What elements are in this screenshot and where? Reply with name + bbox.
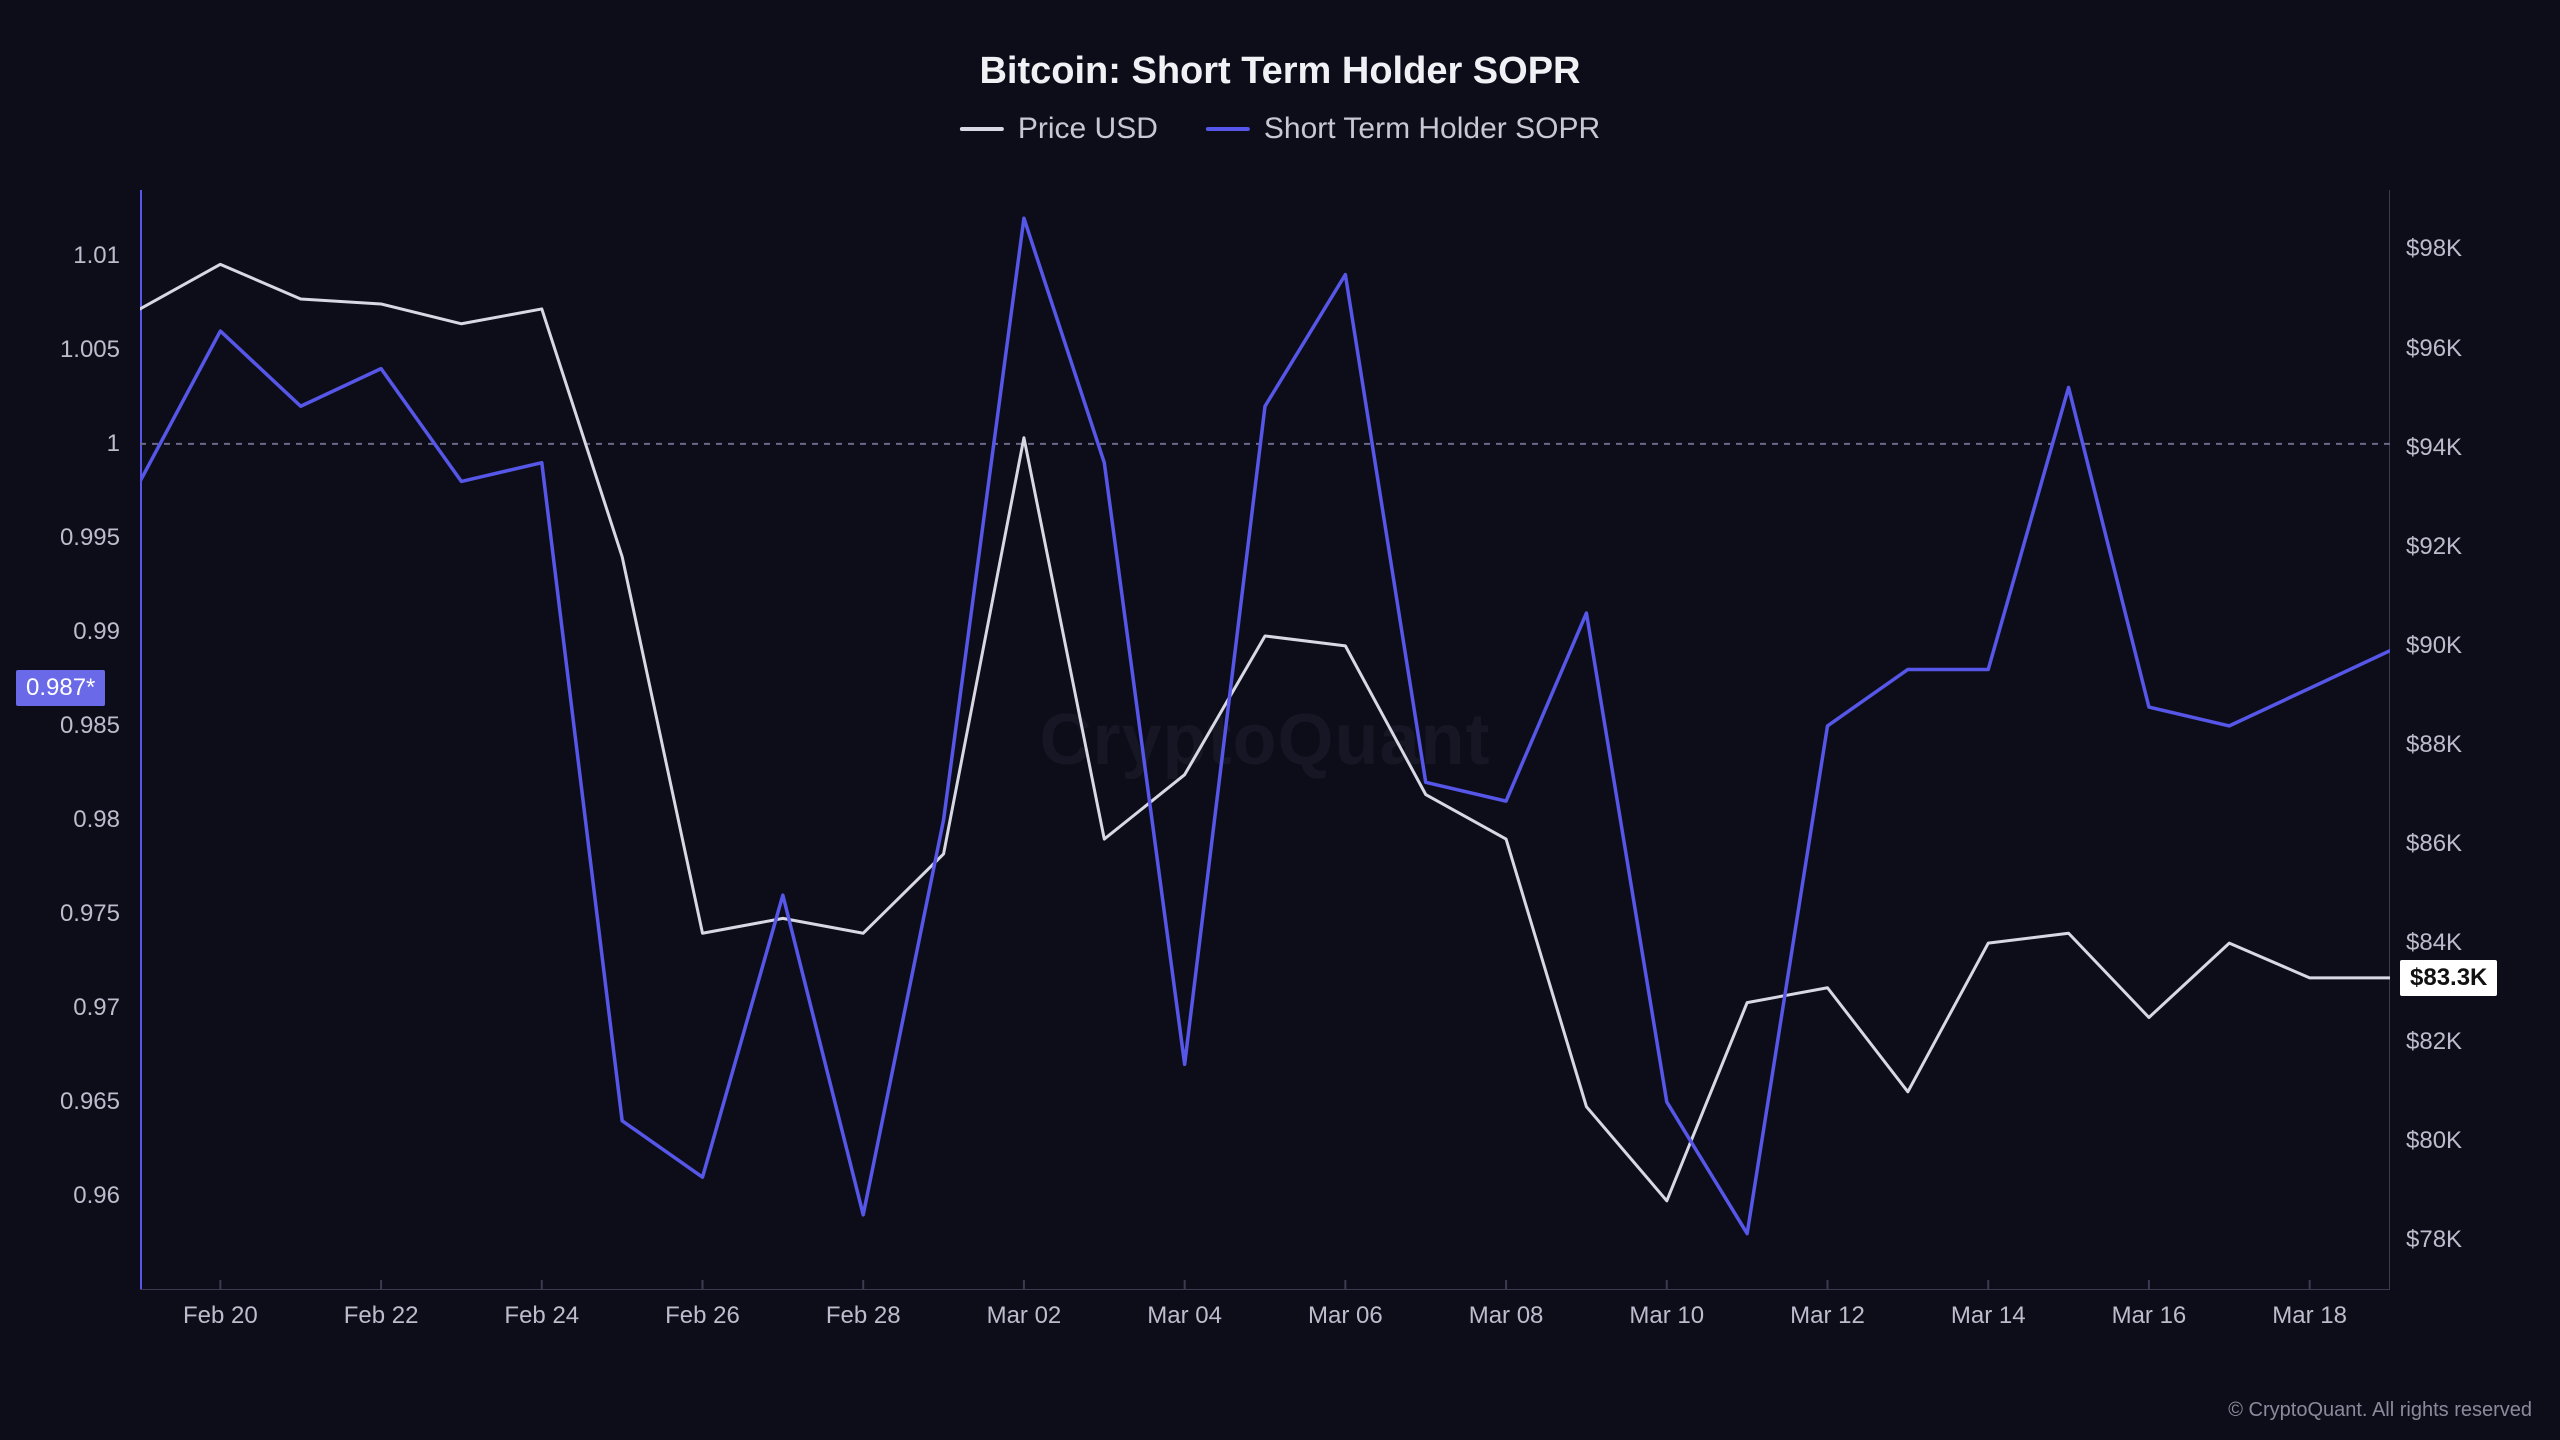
y-right-tick-label: $90K [2406, 632, 2462, 660]
y-left-tick-label: 1.005 [10, 336, 120, 364]
x-tick-label: Mar 12 [1790, 1302, 1865, 1330]
x-tick-label: Mar 06 [1308, 1302, 1383, 1330]
y-right-tick-label: $82K [2406, 1028, 2462, 1056]
x-tick-label: Mar 08 [1469, 1302, 1544, 1330]
x-tick-label: Mar 02 [987, 1302, 1062, 1330]
current-price-badge: $83.3K [2400, 960, 2497, 996]
legend-swatch-price [960, 127, 1004, 131]
y-left-tick-label: 0.99 [10, 618, 120, 646]
y-right-tick-label: $92K [2406, 533, 2462, 561]
x-tick-label: Feb 26 [665, 1302, 740, 1330]
x-tick-label: Mar 10 [1629, 1302, 1704, 1330]
y-left-tick-label: 0.96 [10, 1182, 120, 1210]
legend-item-price: Price USD [960, 112, 1158, 146]
y-right-tick-label: $80K [2406, 1127, 2462, 1155]
y-left-tick-label: 0.97 [10, 994, 120, 1022]
y-left-tick-label: 0.985 [10, 712, 120, 740]
x-tick-label: Mar 14 [1951, 1302, 2026, 1330]
x-tick-label: Feb 24 [504, 1302, 579, 1330]
legend: Price USD Short Term Holder SOPR [960, 112, 1600, 146]
y-left-tick-label: 0.995 [10, 524, 120, 552]
x-tick-label: Feb 20 [183, 1302, 258, 1330]
legend-swatch-sopr [1206, 127, 1250, 131]
x-tick-label: Mar 18 [2272, 1302, 2347, 1330]
y-left-tick-label: 1.01 [10, 242, 120, 270]
attribution: © CryptoQuant. All rights reserved [2228, 1399, 2532, 1422]
x-tick-label: Feb 22 [344, 1302, 419, 1330]
legend-item-sopr: Short Term Holder SOPR [1206, 112, 1600, 146]
x-tick-label: Feb 28 [826, 1302, 901, 1330]
y-right-tick-label: $78K [2406, 1226, 2462, 1254]
y-left-tick-label: 0.98 [10, 806, 120, 834]
y-right-tick-label: $88K [2406, 731, 2462, 759]
y-left-tick-label: 0.975 [10, 900, 120, 928]
y-right-tick-label: $96K [2406, 335, 2462, 363]
chart-container: Bitcoin: Short Term Holder SOPR Price US… [0, 0, 2560, 1440]
y-left-tick-label: 1 [10, 430, 120, 458]
y-left-tick-label: 0.965 [10, 1088, 120, 1116]
plot-area: CryptoQuant 0.960.9650.970.9750.980.9850… [140, 190, 2390, 1290]
x-tick-label: Mar 04 [1147, 1302, 1222, 1330]
y-right-tick-label: $94K [2406, 434, 2462, 462]
legend-label-sopr: Short Term Holder SOPR [1264, 112, 1600, 146]
y-right-tick-label: $84K [2406, 929, 2462, 957]
chart-title: Bitcoin: Short Term Holder SOPR [979, 50, 1580, 93]
legend-label-price: Price USD [1018, 112, 1158, 146]
y-right-tick-label: $86K [2406, 830, 2462, 858]
x-tick-label: Mar 16 [2112, 1302, 2187, 1330]
current-sopr-badge: 0.987* [16, 670, 105, 706]
y-right-tick-label: $98K [2406, 235, 2462, 263]
